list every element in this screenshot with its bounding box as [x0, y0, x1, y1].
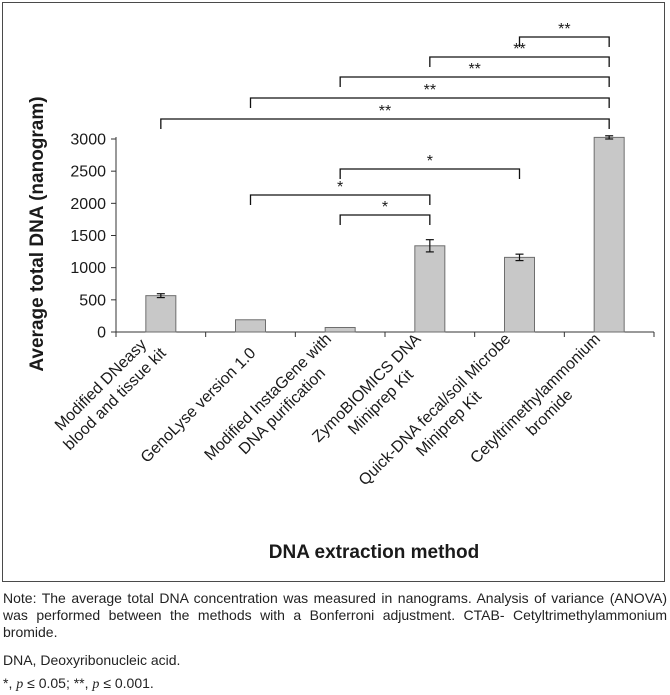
y-tick-label: 2500 — [70, 164, 106, 181]
significance-label: ** — [558, 21, 570, 38]
y-axis-title: Average total DNA (nanogram) — [27, 96, 48, 371]
significance-bracket — [429, 56, 610, 67]
significance-bracket — [160, 118, 610, 129]
bar — [235, 319, 266, 333]
x-tick-label: Modified DNeasyblood and tissue kit — [47, 330, 170, 453]
significance-label: ** — [379, 103, 391, 120]
significance-label: * — [382, 199, 388, 216]
significance-bracket — [249, 97, 610, 108]
significance-legend: *, p ≤ 0.05; **, p ≤ 0.001. — [3, 675, 154, 693]
significance-bracket — [249, 194, 431, 205]
y-tick-label: 0 — [97, 325, 106, 342]
y-tick-label: 2000 — [70, 196, 106, 213]
bar — [324, 326, 356, 333]
bar — [504, 256, 535, 333]
abbreviation-note: DNA, Deoxyribonucleic acid. — [3, 652, 181, 668]
y-tick-label: 500 — [79, 292, 106, 309]
bar — [145, 295, 177, 333]
significance-bracket — [518, 36, 610, 47]
bar — [593, 136, 625, 333]
double-star-threshold: ≤ 0.001. — [103, 675, 154, 691]
x-tick-label-line: Modified InstaGene with — [202, 331, 335, 464]
significance-bracket — [339, 76, 610, 87]
significance-bracket — [339, 168, 521, 179]
single-star-threshold: ≤ 0.05; — [27, 675, 70, 691]
figure-frame: 0 500 1000 1500 2000 2500 3000 ** ** ** ** ** * * * Mod… — [2, 2, 665, 582]
x-tick-label: Quick-DNA fecal/soil MicrobeMiniprep Kit — [356, 331, 529, 504]
p-symbol: p — [92, 677, 100, 692]
significance-bracket — [339, 214, 431, 225]
significance-label: ** — [513, 41, 525, 58]
double-star-label: **, — [73, 675, 89, 691]
significance-label: * — [427, 153, 433, 170]
significance-label: * — [337, 179, 343, 196]
x-tick-label: Modified InstaGene withDNA purification — [202, 331, 350, 479]
y-tick-label: 3000 — [70, 132, 106, 149]
y-tick-label: 1000 — [70, 260, 106, 277]
significance-label: ** — [424, 82, 436, 99]
p-symbol: p — [16, 677, 24, 692]
x-axis-title: DNA extraction method — [269, 542, 479, 563]
bar — [414, 245, 446, 333]
figure-note: Note: The average total DNA concentratio… — [3, 590, 667, 640]
significance-label: ** — [468, 61, 480, 78]
single-star-label: *, — [3, 675, 13, 691]
y-tick-label: 1500 — [70, 228, 106, 245]
bar-chart: 050010001500200025003000*************Mod… — [27, 21, 655, 563]
